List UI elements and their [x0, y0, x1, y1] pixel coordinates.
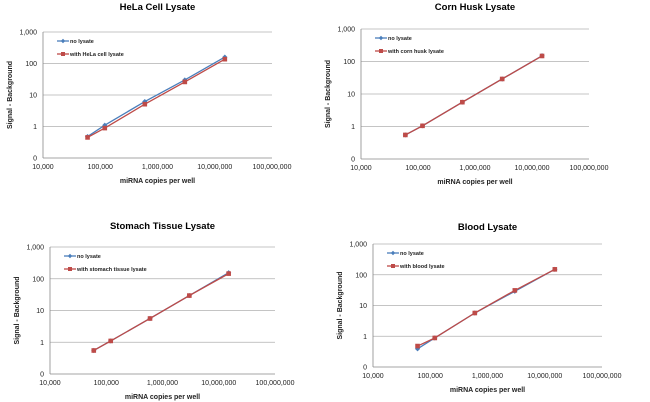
- series-line-2: [417, 268, 556, 347]
- legend-marker: [67, 253, 73, 259]
- x-tick-label: 100,000: [418, 373, 443, 380]
- chart-2: Corn Husk Lysate 0 1 10 100 1,000 10,000 100,00…: [325, 2, 609, 186]
- x-tick-label: 10,000,000: [514, 165, 549, 172]
- x-tick-label: 10,000,000: [201, 380, 236, 387]
- data-point: [512, 288, 518, 293]
- x-tick-label: 10,000,000: [197, 164, 232, 171]
- x-tick-label: 100,000,000: [583, 373, 622, 380]
- data-point: [91, 348, 97, 353]
- y-tick-label: 1: [363, 334, 367, 341]
- data-point: [187, 293, 192, 298]
- legend-marker: [391, 264, 395, 268]
- y-tick-label: 1,000: [349, 242, 367, 249]
- x-tick-label: 10,000: [32, 164, 54, 171]
- y-tick-label: 0: [351, 157, 355, 164]
- y-tick-label: 100: [32, 276, 44, 283]
- x-tick-label: 100,000,000: [253, 164, 292, 171]
- x-axis-title: miRNA copies per well: [437, 179, 512, 186]
- y-tick-label: 1,000: [26, 245, 44, 252]
- y-tick-label: 0: [33, 156, 37, 163]
- legend-label: no lysate: [77, 254, 101, 260]
- data-point: [432, 335, 438, 341]
- x-tick-label: 1,000,000: [147, 380, 178, 387]
- series-line-2: [405, 55, 543, 136]
- legend-marker: [390, 250, 396, 256]
- legend-label: with blood lysate: [399, 264, 445, 270]
- chart-title: Stomach Tissue Lysate: [110, 221, 215, 232]
- y-tick-label: 10: [347, 92, 355, 99]
- data-point: [142, 101, 148, 107]
- data-point: [226, 271, 231, 276]
- y-tick-label: 1: [33, 124, 37, 131]
- y-tick-label: 100: [343, 59, 355, 66]
- x-axis-title: miRNA copies per well: [125, 394, 200, 401]
- legend-marker: [60, 38, 66, 44]
- data-point: [472, 310, 478, 316]
- data-point: [147, 316, 153, 321]
- y-axis-title: Signal - Background: [325, 60, 332, 128]
- chart-title: Blood Lysate: [458, 222, 517, 233]
- legend-label: with corn husk lysate: [387, 49, 444, 55]
- y-tick-label: 0: [363, 365, 367, 372]
- x-tick-label: 1,000,000: [472, 373, 503, 380]
- y-tick-label: 10: [36, 308, 44, 315]
- data-point: [539, 53, 545, 59]
- data-point: [222, 56, 228, 62]
- x-axis-title: miRNA copies per well: [450, 387, 525, 394]
- legend-marker: [378, 35, 384, 41]
- data-point: [415, 343, 420, 349]
- data-point: [182, 79, 188, 85]
- y-axis-title: Signal - Background: [337, 271, 344, 339]
- x-tick-label: 100,000: [94, 380, 119, 387]
- y-tick-label: 1,000: [19, 30, 37, 37]
- series-line-2: [87, 58, 226, 138]
- legend-label: with stomach tissue lysate: [76, 267, 147, 273]
- y-tick-label: 10: [29, 93, 37, 100]
- x-tick-label: 10,000,000: [527, 373, 562, 380]
- data-point: [85, 135, 90, 140]
- y-tick-label: 1,000: [337, 27, 355, 34]
- y-tick-label: 10: [359, 303, 367, 310]
- x-tick-label: 100,000: [88, 164, 113, 171]
- data-point: [420, 123, 425, 129]
- series-line-1: [87, 56, 226, 138]
- chart-1: HeLa Cell Lysate 0 1 10 100 1,000 10,000 100,00…: [7, 2, 292, 185]
- x-tick-label: 1,000,000: [459, 165, 490, 172]
- legend-label: no lysate: [400, 251, 424, 257]
- series-line-1: [417, 268, 556, 350]
- data-point: [403, 132, 408, 138]
- y-axis-title: Signal - Background: [7, 61, 14, 129]
- chart-4: Blood Lysate 0 1 10 100 1,000 10,000 100,000 1,0…: [337, 222, 622, 394]
- legend-marker: [61, 52, 65, 56]
- data-point: [102, 125, 108, 131]
- x-axis-title: miRNA copies per well: [120, 178, 195, 185]
- data-point: [460, 99, 465, 105]
- x-tick-label: 100,000,000: [256, 380, 295, 387]
- legend-label: no lysate: [388, 36, 412, 42]
- data-point: [499, 76, 505, 82]
- chart-title: Corn Husk Lysate: [435, 2, 515, 13]
- x-tick-label: 100,000: [405, 165, 430, 172]
- y-tick-label: 100: [25, 61, 37, 68]
- x-tick-label: 10,000: [362, 373, 384, 380]
- y-tick-label: 0: [40, 372, 44, 379]
- x-tick-label: 1,000,000: [142, 164, 173, 171]
- data-point: [552, 267, 558, 272]
- x-tick-label: 100,000,000: [570, 165, 609, 172]
- y-tick-label: 1: [351, 124, 355, 131]
- series-line-2: [93, 273, 229, 352]
- y-tick-label: 1: [40, 340, 44, 347]
- y-tick-label: 100: [355, 272, 367, 279]
- x-tick-label: 10,000: [39, 380, 61, 387]
- legend-label: with HeLa cell lysate: [69, 52, 124, 58]
- legend-marker: [379, 49, 383, 53]
- legend-label: no lysate: [70, 39, 94, 45]
- x-tick-label: 10,000: [350, 165, 372, 172]
- data-point: [108, 338, 114, 344]
- legend-marker: [68, 267, 72, 271]
- y-axis-title: Signal - Background: [14, 276, 21, 344]
- chart-3: Stomach Tissue Lysate 0 1 10 100 1,000 10,000 1…: [14, 221, 295, 401]
- chart-title: HeLa Cell Lysate: [120, 2, 196, 13]
